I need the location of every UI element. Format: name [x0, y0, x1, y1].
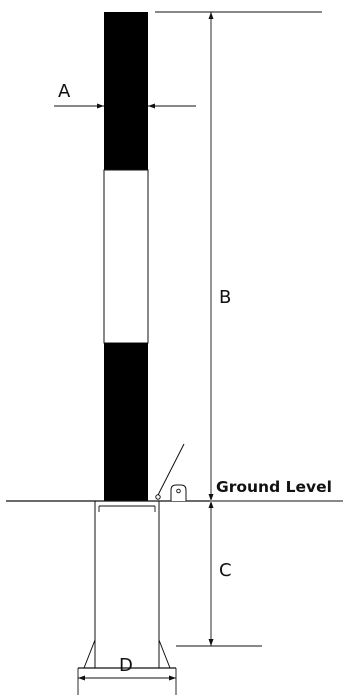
ground-socket [78, 500, 176, 669]
padlock-staple-hole [176, 488, 181, 494]
post-bottom-dark-band [104, 343, 148, 501]
post-top-dark-band [104, 12, 148, 170]
hinge-pivot [155, 494, 161, 500]
dimension-a-label: A [58, 81, 71, 102]
ground-level-label: Ground Level [216, 478, 332, 496]
post-middle-light-band [103, 169, 149, 344]
fold-down-lock-detail [155, 443, 187, 501]
dimension-d-label: D [119, 655, 133, 676]
dimension-c-label: C [219, 560, 232, 581]
dimension-b-label: B [219, 287, 231, 308]
dimension-d: D [77, 655, 177, 695]
fold-arc-line [156, 443, 185, 498]
bollard-post [103, 12, 149, 501]
right-gusset [158, 639, 171, 669]
dimension-c: C [176, 501, 262, 647]
dimension-a: A [54, 81, 196, 109]
dimension-b: B [155, 11, 322, 501]
left-gusset [83, 639, 96, 669]
